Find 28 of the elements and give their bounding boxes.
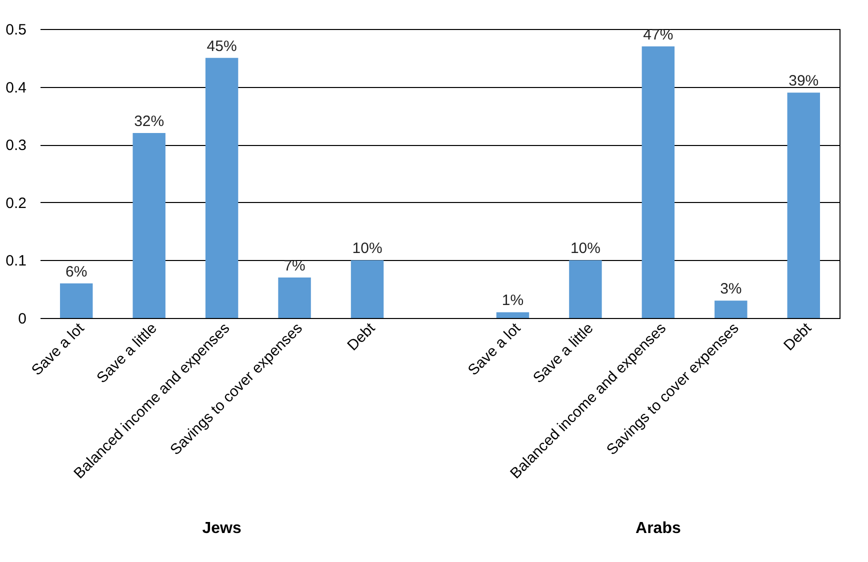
data-label: 3% [720, 280, 742, 298]
y-tick-label: 0.2 [6, 194, 26, 212]
text: Arabs [636, 520, 681, 537]
bar [205, 58, 238, 318]
data-label: 10% [570, 240, 600, 258]
bar [350, 260, 384, 318]
data-label: 6% [66, 263, 88, 280]
bar [714, 300, 748, 318]
data-label: 7% [284, 258, 306, 275]
y-tick-label: 0.5 [6, 22, 26, 38]
bar [132, 133, 166, 318]
bar [496, 312, 530, 318]
data-label: 1% [502, 292, 524, 310]
bar [278, 278, 311, 318]
y-tick-label: 0.4 [6, 79, 26, 96]
data-label: 10% [352, 240, 382, 258]
y-tick-label: 0.3 [6, 137, 26, 154]
text: Jews [202, 520, 242, 537]
data-label: 32% [134, 113, 164, 130]
bar [642, 46, 675, 318]
data-label: 47% [643, 26, 674, 44]
y-tick-label: 0 [18, 310, 26, 328]
bar [569, 260, 602, 318]
bar [60, 283, 93, 318]
data-label: 39% [788, 72, 819, 90]
y-tick-label: 0.1 [6, 252, 26, 270]
data-label: 45% [206, 38, 237, 55]
bar [787, 92, 820, 318]
